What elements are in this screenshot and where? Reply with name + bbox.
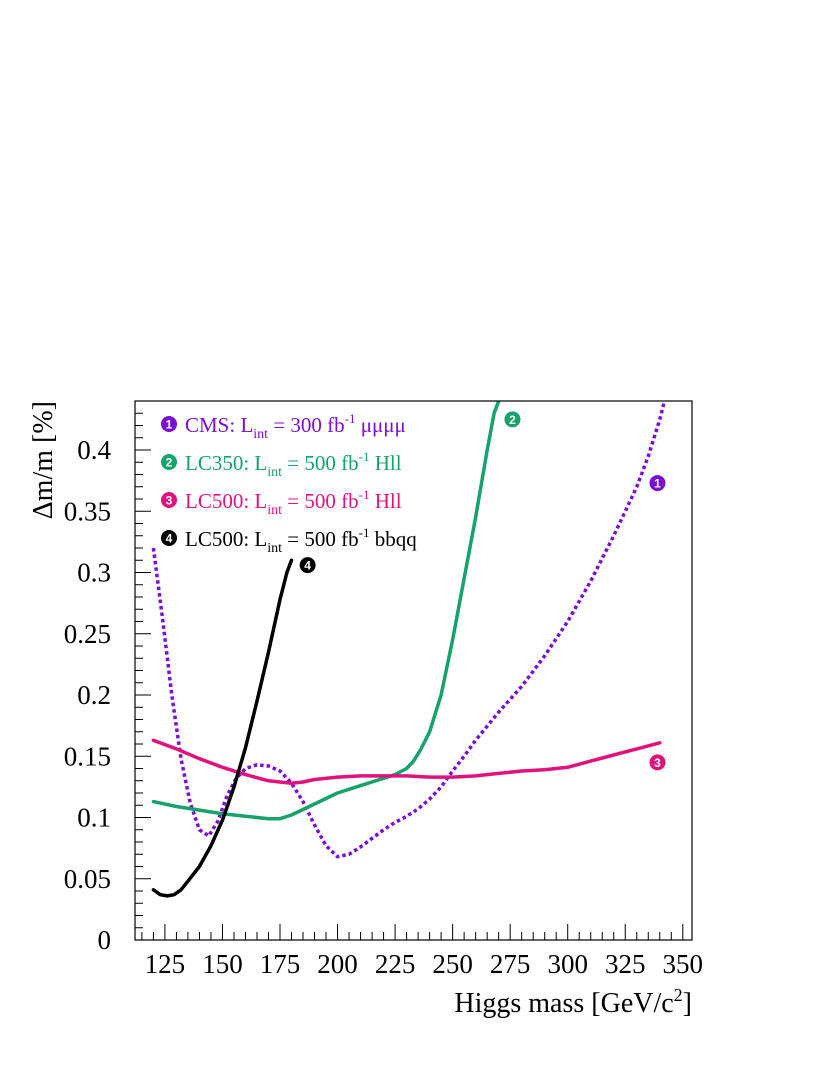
y-tick-label: 0.25 — [64, 619, 111, 649]
y-axis: 0 0.05 0.1 0.15 0.2 0.25 0.3 0.35 0.4 — [64, 400, 151, 955]
x-tick-label: 300 — [547, 949, 588, 979]
x-axis: 125 150 175 200 225 250 275 300 325 350 — [141, 924, 704, 979]
curve-label-1: 1 — [649, 475, 666, 492]
legend-entry-4: LC500: Lint = 500 fb-1 bbqq — [185, 525, 417, 556]
svg-text:2: 2 — [166, 456, 173, 470]
svg-text:3: 3 — [654, 756, 661, 770]
legend-entry-2: LC350: Lint = 500 fb-1 Hll — [185, 449, 402, 480]
series-line-4 — [151, 558, 294, 898]
svg-text:4: 4 — [304, 559, 311, 573]
x-tick-label: 350 — [663, 949, 704, 979]
x-tick-label: 250 — [432, 949, 473, 979]
x-tick-label: 275 — [490, 949, 531, 979]
legend-entry-3: LC500: Lint = 500 fb-1 Hll — [185, 487, 402, 518]
y-tick-label: 0.2 — [77, 680, 111, 710]
x-axis-title: Higgs mass [GeV/c2] — [454, 985, 692, 1019]
y-tick-label: 0.1 — [77, 803, 111, 833]
curve-label-2: 2 — [504, 411, 521, 428]
x-tick-label: 200 — [317, 949, 358, 979]
legend: 1 CMS: Lint = 300 fb-1 μμμμ 2 LC350: Lint =… — [161, 411, 417, 556]
y-axis-title: Δm/m [%] — [28, 401, 59, 519]
x-tick-label: 225 — [375, 949, 416, 979]
svg-text:4: 4 — [166, 532, 173, 546]
y-tick-label: 0.15 — [64, 741, 111, 771]
legend-entry-1: CMS: Lint = 300 fb-1 μμμμ — [185, 411, 406, 442]
y-tick-label: 0.4 — [77, 435, 111, 465]
x-tick-label: 325 — [605, 949, 646, 979]
series-line-1 — [151, 401, 667, 859]
x-tick-label: 150 — [202, 949, 243, 979]
legend-marker-2: 2 — [161, 454, 177, 470]
x-axis-title-main: Higgs mass [GeV/c — [454, 988, 673, 1019]
plot-frame — [134, 400, 693, 941]
x-axis-title-sup: 2 — [674, 985, 683, 1005]
x-axis-title-end: ] — [683, 988, 692, 1019]
curve-label-3: 3 — [649, 754, 666, 771]
svg-text:1: 1 — [654, 477, 661, 491]
legend-marker-3: 3 — [161, 492, 177, 508]
curve-label-4: 4 — [299, 557, 316, 574]
svg-text:2: 2 — [509, 413, 516, 427]
series-line-3 — [151, 738, 662, 785]
y-tick-label: 0.35 — [64, 496, 111, 526]
legend-marker-1: 1 — [161, 416, 177, 432]
series-layer — [151, 401, 667, 898]
svg-text:3: 3 — [166, 494, 173, 508]
legend-marker-4: 4 — [161, 530, 177, 546]
y-tick-label: 0.05 — [64, 864, 111, 894]
series-end-labels: 1 2 3 4 — [299, 411, 666, 771]
x-tick-label: 175 — [260, 949, 301, 979]
x-tick-label: 125 — [145, 949, 186, 979]
y-tick-label: 0.3 — [77, 558, 111, 588]
y-tick-label: 0 — [98, 925, 112, 955]
svg-text:1: 1 — [166, 418, 173, 432]
